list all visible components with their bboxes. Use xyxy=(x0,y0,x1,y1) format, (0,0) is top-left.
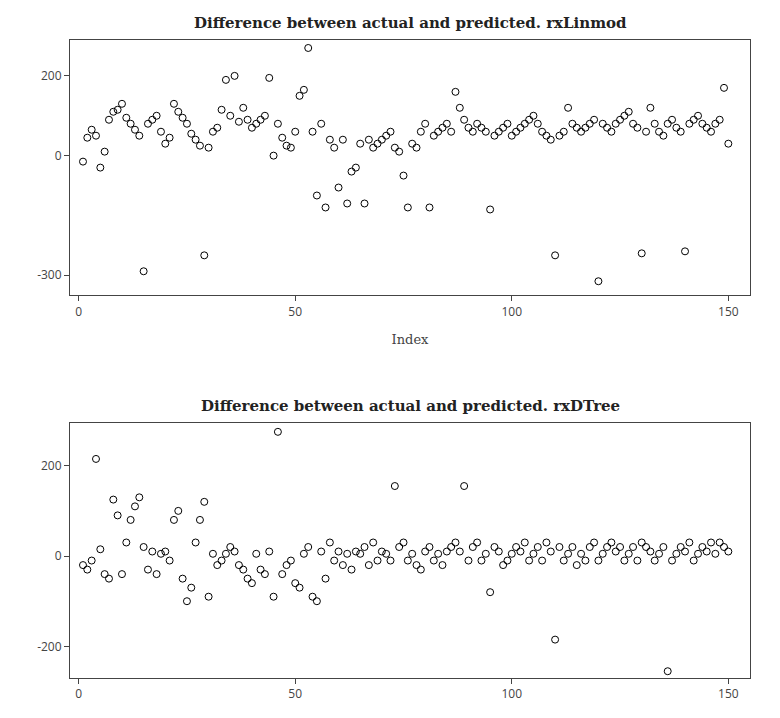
svg-text:100: 100 xyxy=(501,685,522,702)
svg-text:150: 150 xyxy=(718,685,739,702)
svg-text:200: 200 xyxy=(41,457,62,474)
svg-text:0: 0 xyxy=(75,685,82,702)
svg-text:-200: -200 xyxy=(37,638,62,655)
svg-text:0: 0 xyxy=(75,303,82,320)
svg-text:Difference between actual and: Difference between actual and predicted.… xyxy=(201,397,620,415)
svg-text:100: 100 xyxy=(501,303,522,320)
svg-text:0: 0 xyxy=(55,147,62,164)
svg-text:Difference between actual and: Difference between actual and predicted.… xyxy=(194,14,627,32)
svg-text:-300: -300 xyxy=(37,266,62,283)
svg-text:50: 50 xyxy=(288,685,302,702)
svg-text:Index: Index xyxy=(392,332,430,347)
svg-text:200: 200 xyxy=(41,67,62,84)
svg-text:150: 150 xyxy=(718,303,739,320)
svg-text:50: 50 xyxy=(288,303,302,320)
svg-text:0: 0 xyxy=(55,547,62,564)
